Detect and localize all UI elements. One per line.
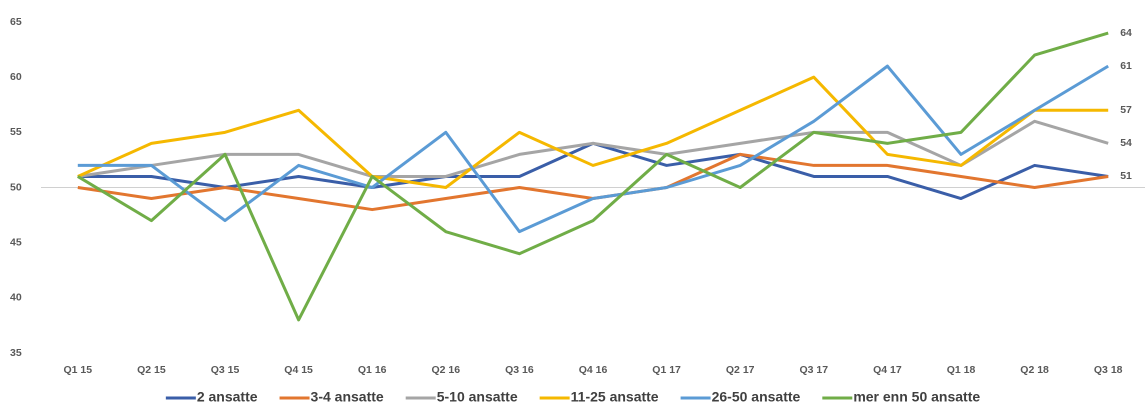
y-tick-label: 45 <box>10 236 22 248</box>
x-tick-label: Q1 17 <box>652 364 681 376</box>
y-tick-label: 55 <box>10 126 22 138</box>
x-tick-label: Q4 17 <box>873 364 902 376</box>
legend-label: 3-4 ansatte <box>311 389 384 405</box>
x-tick-label: Q2 18 <box>1020 364 1049 376</box>
legend-label: 11-25 ansatte <box>571 389 659 405</box>
series-line <box>77 75 1109 189</box>
data-label: 61 <box>1120 60 1132 72</box>
x-tick-label: Q2 16 <box>431 364 460 376</box>
legend-label: 2 ansatte <box>197 389 258 405</box>
data-label: 64 <box>1120 27 1132 39</box>
y-tick-label: 35 <box>10 347 22 359</box>
x-tick-label: Q3 18 <box>1094 364 1123 376</box>
x-tick-label: Q2 17 <box>726 364 755 376</box>
series-line <box>77 31 1109 322</box>
y-tick-label: 60 <box>10 71 22 83</box>
x-tick-label: Q2 15 <box>137 364 166 376</box>
data-label: 51 <box>1120 170 1132 182</box>
legend: 2 ansatte 3-4 ansatte 5-10 ansatte 11-25 an… <box>165 389 980 405</box>
x-tick-label: Q1 15 <box>63 364 92 376</box>
series-line <box>77 119 1109 178</box>
series-line <box>77 64 1109 234</box>
y-tick-label: 50 <box>10 181 22 193</box>
x-tick-label: Q4 15 <box>284 364 313 376</box>
x-tick-label: Q3 16 <box>505 364 534 376</box>
legend-label: mer enn 50 ansatte <box>853 389 980 405</box>
legend-label: 26-50 ansatte <box>712 389 801 405</box>
x-tick-label: Q1 18 <box>947 364 976 376</box>
x-tick-label: Q3 15 <box>211 364 240 376</box>
x-tick-label: Q4 16 <box>579 364 608 376</box>
x-tick-label: Q3 17 <box>799 364 828 376</box>
y-tick-label: 40 <box>10 292 22 304</box>
y-tick-label: 65 <box>10 16 22 28</box>
legend-label: 5-10 ansatte <box>437 389 518 405</box>
data-label: 54 <box>1120 137 1132 149</box>
data-label: 57 <box>1120 104 1132 116</box>
x-tick-label: Q1 16 <box>358 364 387 376</box>
